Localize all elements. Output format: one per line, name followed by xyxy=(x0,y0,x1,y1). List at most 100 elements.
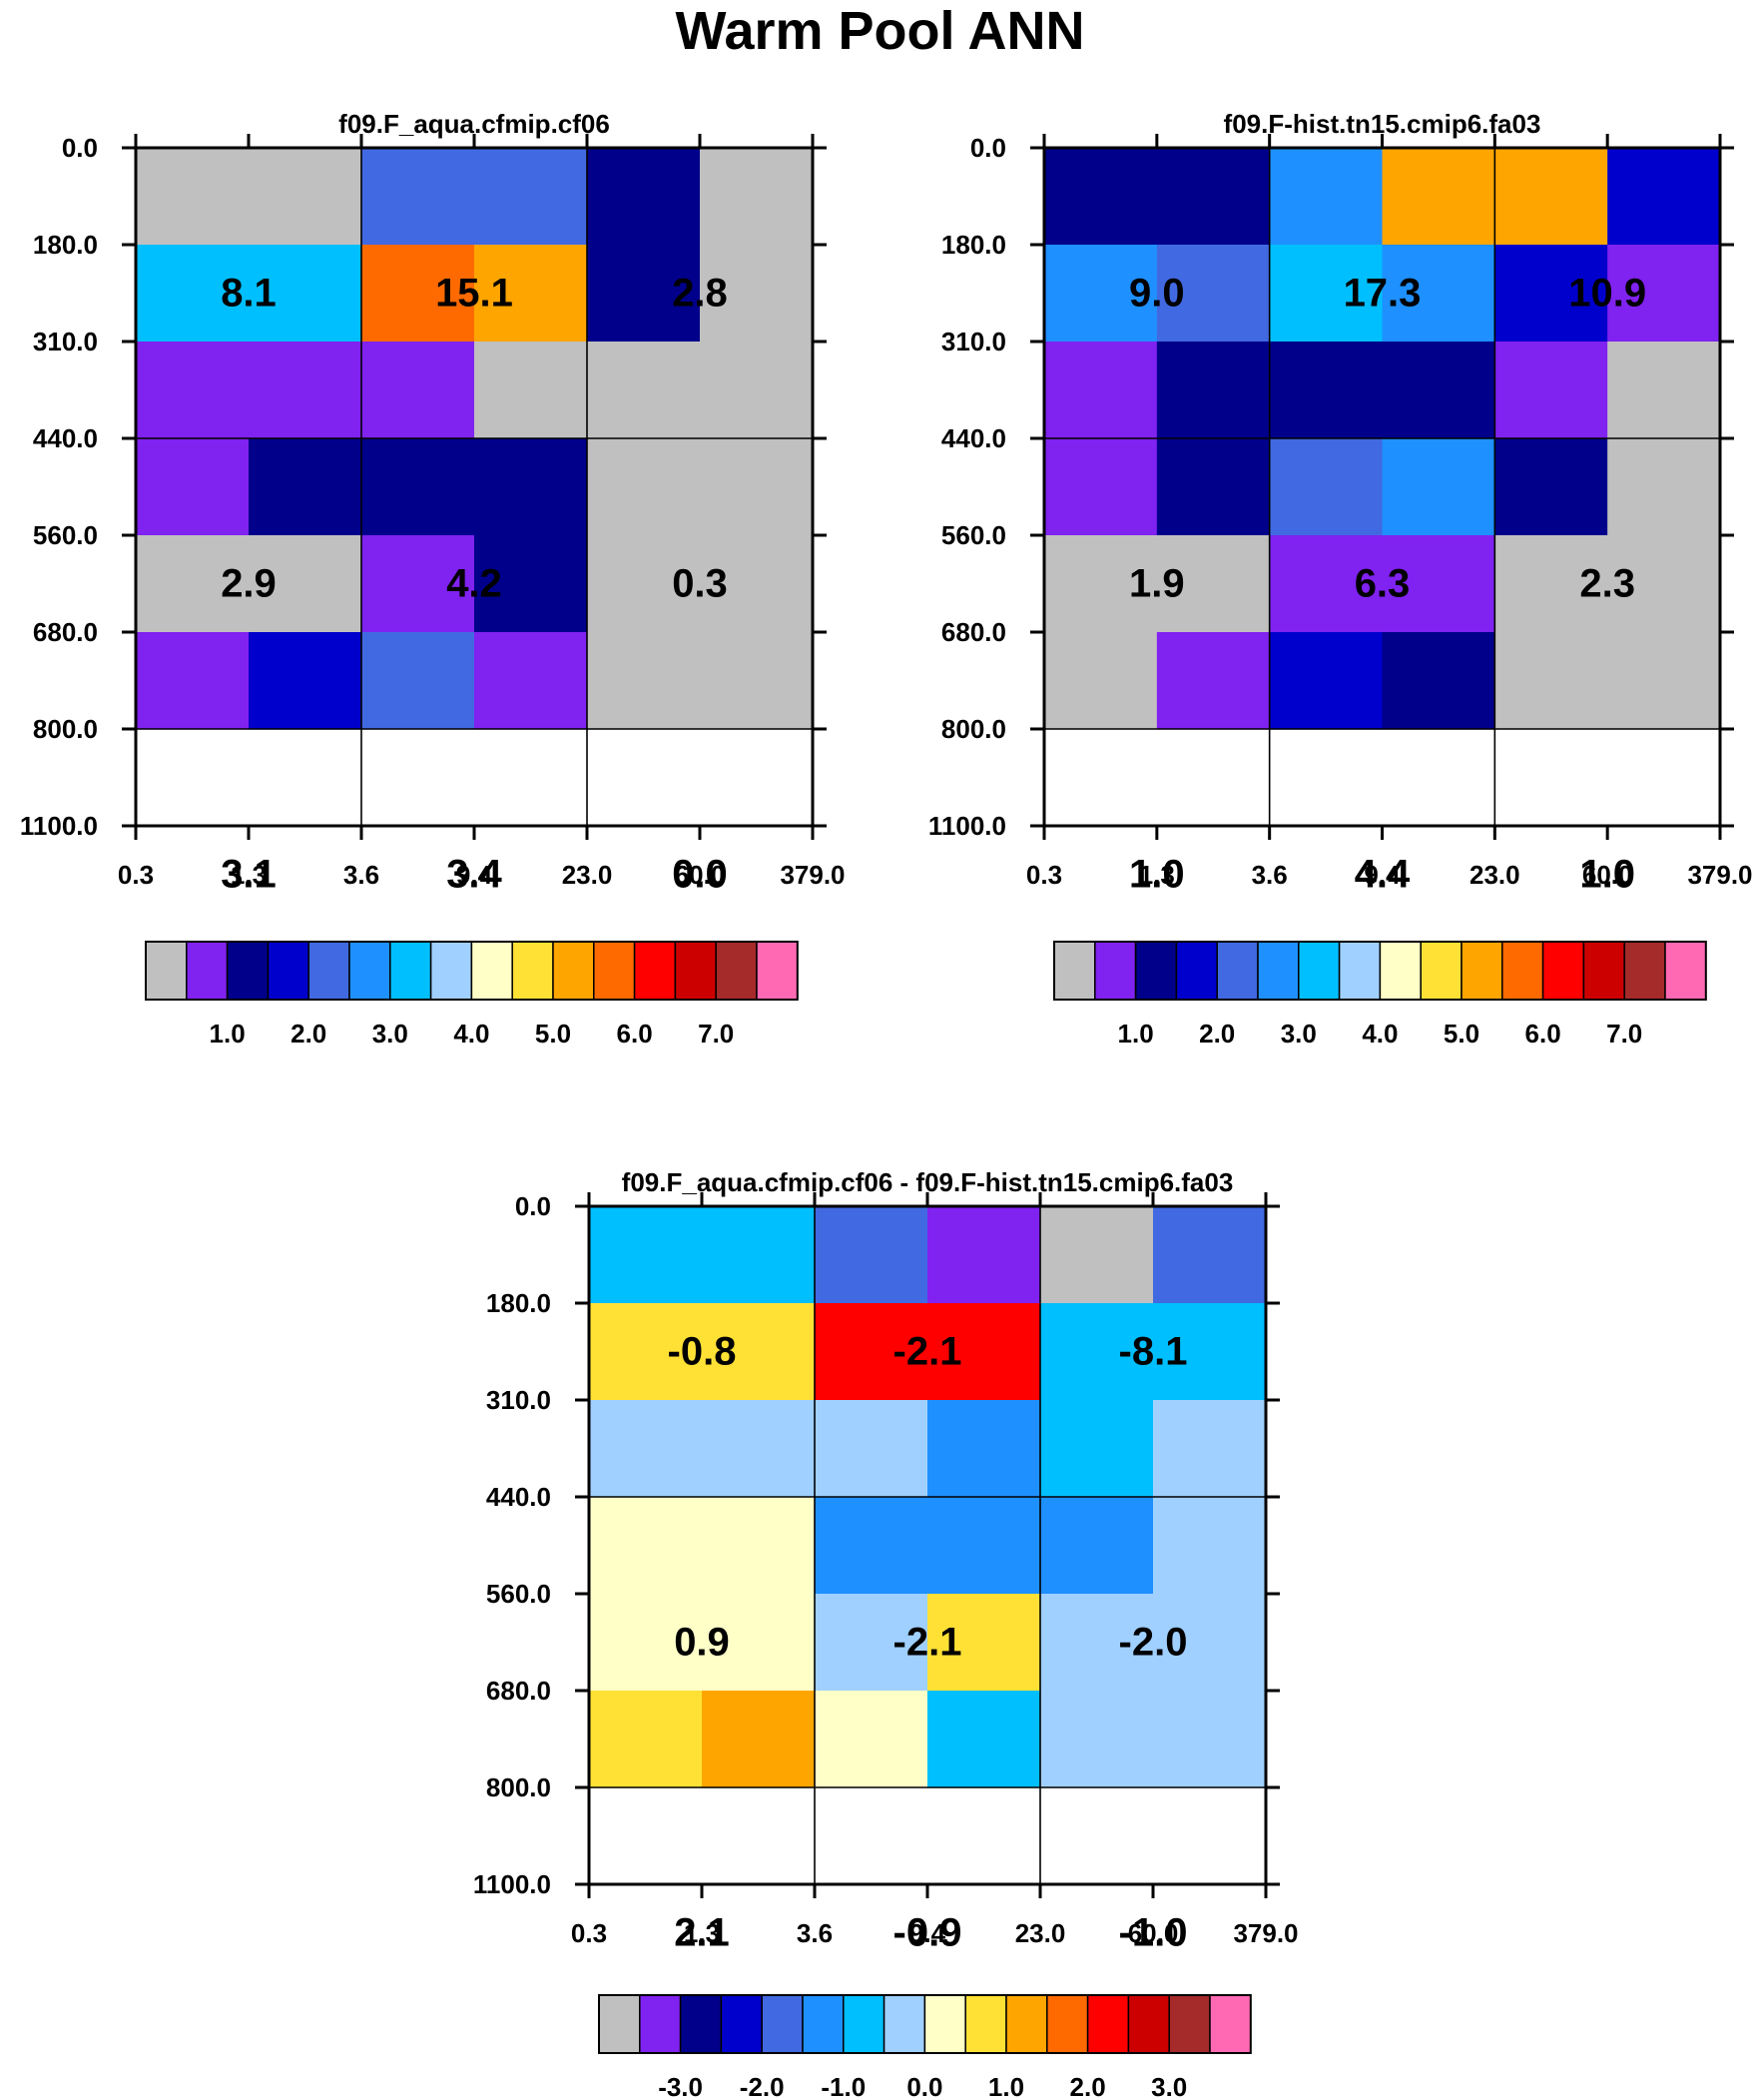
colorbar-swatch xyxy=(843,1994,885,2054)
heatmap-cell xyxy=(1156,148,1271,246)
colorbar-swatch xyxy=(639,1994,682,2054)
colorbar-swatch xyxy=(307,941,350,1001)
heatmap-cell xyxy=(815,1497,928,1595)
block-value-label: -8.1 xyxy=(1119,1330,1188,1374)
x-tick-label: 60.0 xyxy=(1128,1918,1179,1948)
heatmap-cell xyxy=(589,1594,703,1692)
heatmap-cell xyxy=(1494,438,1608,536)
colorbar-swatch xyxy=(720,1994,763,2054)
heatmap-cell xyxy=(136,438,250,536)
y-tick-label: 180.0 xyxy=(941,230,1006,260)
x-tick-label: 1.3 xyxy=(231,860,267,890)
colorbar-swatch xyxy=(1338,941,1382,1001)
colorbar-swatch xyxy=(145,941,188,1001)
colorbar-swatch xyxy=(598,1994,641,2054)
y-tick-label: 800.0 xyxy=(941,714,1006,744)
heatmap-cell xyxy=(474,245,588,343)
heatmap-cell xyxy=(1607,438,1721,536)
x-tick-label: 1.3 xyxy=(684,1918,720,1948)
heatmap-cell xyxy=(474,342,588,439)
heatmap-cell xyxy=(927,1497,1041,1595)
heatmap-cell xyxy=(1040,1594,1154,1692)
heatmap-cell xyxy=(702,1497,816,1595)
heatmap-cell xyxy=(1269,148,1384,246)
colorbar-swatch xyxy=(802,1994,845,2054)
heatmap-cell xyxy=(249,535,362,633)
heatmap-cell xyxy=(1607,148,1721,246)
y-tick-label: 180.0 xyxy=(486,1288,551,1318)
colorbar-swatch xyxy=(1541,941,1585,1001)
colorbar-swatch xyxy=(679,1994,723,2054)
heatmap-cell xyxy=(700,342,814,439)
colorbar-label: -1.0 xyxy=(821,2072,866,2100)
x-tick-label: 3.6 xyxy=(343,860,379,890)
heatmap-cell xyxy=(361,438,475,536)
heatmap-cell xyxy=(589,1400,703,1498)
colorbar-swatch xyxy=(1298,941,1341,1001)
block-value-label: 9.0 xyxy=(1129,272,1185,316)
x-tick-label: 3.6 xyxy=(797,1918,833,1948)
colorbar-swatch xyxy=(1623,941,1666,1001)
heatmap-cell xyxy=(589,1206,703,1304)
colorbar-label: 1.0 xyxy=(210,1019,246,1049)
y-tick-label: 310.0 xyxy=(486,1385,551,1415)
colorbar-swatch xyxy=(552,941,595,1001)
block-value-label: 15.1 xyxy=(435,272,513,316)
heatmap-cell xyxy=(1382,632,1495,730)
heatmap-cell xyxy=(136,535,250,633)
heatmap-cell xyxy=(1044,535,1158,633)
x-tick-label: 9.4 xyxy=(909,1918,946,1948)
heatmap-cell xyxy=(587,632,701,730)
colorbar-swatch xyxy=(1209,1994,1252,2054)
colorbar-swatch xyxy=(756,941,799,1001)
colorbar-label: 3.0 xyxy=(1151,2072,1187,2100)
colorbar-label: 2.0 xyxy=(1070,2072,1106,2100)
x-tick-label: 23.0 xyxy=(1015,1918,1066,1948)
heatmap-cell xyxy=(1153,1206,1267,1304)
x-tick-label: 9.4 xyxy=(456,860,493,890)
block-value-label: -2.0 xyxy=(1119,1621,1188,1665)
heatmap-cell xyxy=(1044,245,1158,343)
x-tick-label: 3.6 xyxy=(1252,860,1288,890)
heatmap-cell xyxy=(474,632,588,730)
colorbar-frame xyxy=(145,941,799,1001)
colorbar-frame xyxy=(598,1994,1252,2054)
colorbar-swatch xyxy=(633,941,677,1001)
block-value-label: 2.8 xyxy=(672,272,728,316)
colorbar-swatch xyxy=(1134,941,1178,1001)
heatmap-cell xyxy=(1382,438,1495,536)
heatmap-cell xyxy=(1044,438,1158,536)
block-value-label: 0.0 xyxy=(672,853,728,897)
colorbar-swatch xyxy=(1175,941,1218,1001)
heatmap-cell xyxy=(702,1400,816,1498)
heatmap-cell xyxy=(249,245,362,343)
heatmap-cell xyxy=(136,148,250,246)
heatmap-cell xyxy=(249,438,362,536)
heatmap-cell xyxy=(474,148,588,246)
colorbar-label: 5.0 xyxy=(1444,1019,1479,1049)
colorbar-swatch xyxy=(267,941,309,1001)
heatmap-cell xyxy=(1044,342,1158,439)
heatmap-cell xyxy=(815,1400,928,1498)
y-tick-label: 0.0 xyxy=(970,133,1006,163)
heatmap-cell xyxy=(589,1303,703,1401)
heatmap-cell xyxy=(700,632,814,730)
colorbar-swatch xyxy=(1664,941,1707,1001)
x-tick-label: 23.0 xyxy=(1469,860,1520,890)
heatmap-cell xyxy=(587,535,701,633)
y-tick-label: 560.0 xyxy=(33,520,98,550)
colorbar-frame xyxy=(1053,941,1707,1001)
heatmap-cell xyxy=(589,1497,703,1595)
heatmap-cell xyxy=(1044,148,1158,246)
colorbar-swatch xyxy=(1257,941,1300,1001)
heatmap-cell xyxy=(249,342,362,439)
y-tick-label: 1100.0 xyxy=(473,1869,551,1899)
block-value-label: 2.1 xyxy=(674,1911,730,1955)
heatmap-cell xyxy=(1494,148,1608,246)
block-value-label: 6.3 xyxy=(1355,562,1411,606)
x-tick-label: 0.3 xyxy=(1026,860,1062,890)
block-value-label: 2.3 xyxy=(1579,562,1635,606)
colorbar-swatch xyxy=(1420,941,1463,1001)
heatmap-cell xyxy=(1156,632,1271,730)
